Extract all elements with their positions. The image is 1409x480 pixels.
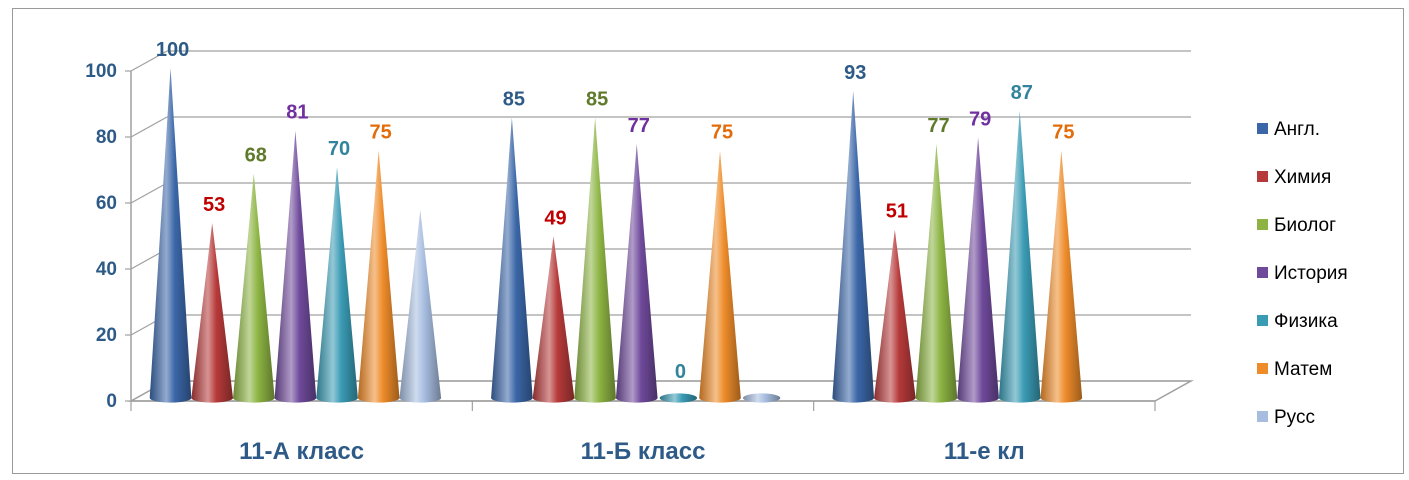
cone-bar [832, 91, 875, 403]
cone-bar [957, 137, 999, 403]
chart-frame: 0 20 40 60 80 100 100 85 93 53 49 51 68 85 77 81 77 79 70… [12, 8, 1404, 474]
cone-bar [742, 393, 781, 403]
cone-bar [615, 143, 658, 403]
gridline-diag [130, 182, 168, 204]
legend-swatch [1257, 363, 1268, 374]
y-axis-ticks: 0 20 40 60 80 100 [85, 61, 131, 412]
cone-chart: 0 20 40 60 80 100 100 85 93 53 49 51 68 85 77 81 77 79 70… [85, 39, 1348, 465]
gridline-diag [130, 50, 168, 72]
cone-bar [659, 393, 698, 403]
cone-bar [1040, 150, 1083, 403]
category-label: 11-А класс [239, 438, 364, 465]
data-label: 93 [844, 62, 866, 84]
y-tick-label: 40 [96, 259, 117, 280]
data-label: 81 [286, 102, 308, 124]
cone-bar [491, 117, 533, 403]
data-label: 75 [370, 122, 392, 144]
data-label: 53 [203, 194, 225, 216]
category-label: 11-е кл [944, 438, 1025, 465]
legend-swatch [1257, 315, 1268, 326]
data-label: 87 [1011, 82, 1033, 104]
legend-label: Русс [1274, 407, 1315, 428]
data-labels: 100 85 93 53 49 51 68 85 77 81 77 79 70 0 87 75 75 75 [156, 39, 1075, 383]
data-label: 100 [156, 39, 189, 61]
cone-bar [149, 68, 192, 403]
data-label: 0 [675, 361, 686, 383]
data-label: 75 [711, 122, 733, 144]
data-label: 49 [544, 207, 566, 229]
data-label: 70 [328, 138, 350, 160]
cone-bar [874, 229, 916, 403]
cone-bar [915, 143, 958, 403]
data-label: 79 [969, 108, 991, 130]
legend-label: Матем [1274, 359, 1332, 380]
cone-bar [998, 110, 1041, 403]
legend-swatch [1257, 219, 1268, 230]
legend-swatch [1257, 411, 1268, 422]
legend-label: Англ. [1274, 119, 1320, 140]
legend-label: Физика [1274, 311, 1338, 332]
x-axis-categories: 11-А класс 11-Б класс 11-е кл [130, 401, 1156, 465]
cone-bar [274, 130, 317, 403]
legend-label: Химия [1274, 167, 1331, 188]
data-label: 68 [245, 145, 267, 167]
cone-bar [316, 167, 358, 403]
gridline-diag [130, 116, 168, 138]
cone-bar [191, 223, 233, 403]
cone-bar [699, 150, 741, 403]
y-tick-label: 60 [96, 193, 117, 214]
legend-swatch [1257, 267, 1268, 278]
cones [149, 68, 1083, 403]
legend-label: Биолог [1274, 215, 1336, 236]
cone-bar [574, 117, 616, 403]
y-tick-label: 80 [96, 127, 117, 148]
data-label: 51 [886, 201, 908, 223]
data-label: 77 [628, 115, 650, 137]
legend-swatch [1257, 171, 1268, 182]
legend-label: История [1274, 263, 1348, 284]
legend: Англ. Химия Биолог История Физика Матем Русс [1257, 119, 1348, 428]
cone-bar [357, 150, 400, 403]
y-tick-label: 0 [106, 391, 117, 412]
y-tick-label: 20 [96, 325, 117, 346]
data-label: 85 [503, 89, 525, 111]
cone-bar [399, 209, 442, 403]
category-label: 11-Б класс [581, 438, 706, 465]
y-tick-label: 100 [85, 61, 117, 82]
legend-swatch [1257, 123, 1268, 134]
data-label: 85 [586, 89, 608, 111]
cone-bar [232, 173, 275, 403]
data-label: 77 [927, 115, 949, 137]
cone-bar [532, 236, 575, 403]
data-label: 75 [1052, 122, 1074, 144]
